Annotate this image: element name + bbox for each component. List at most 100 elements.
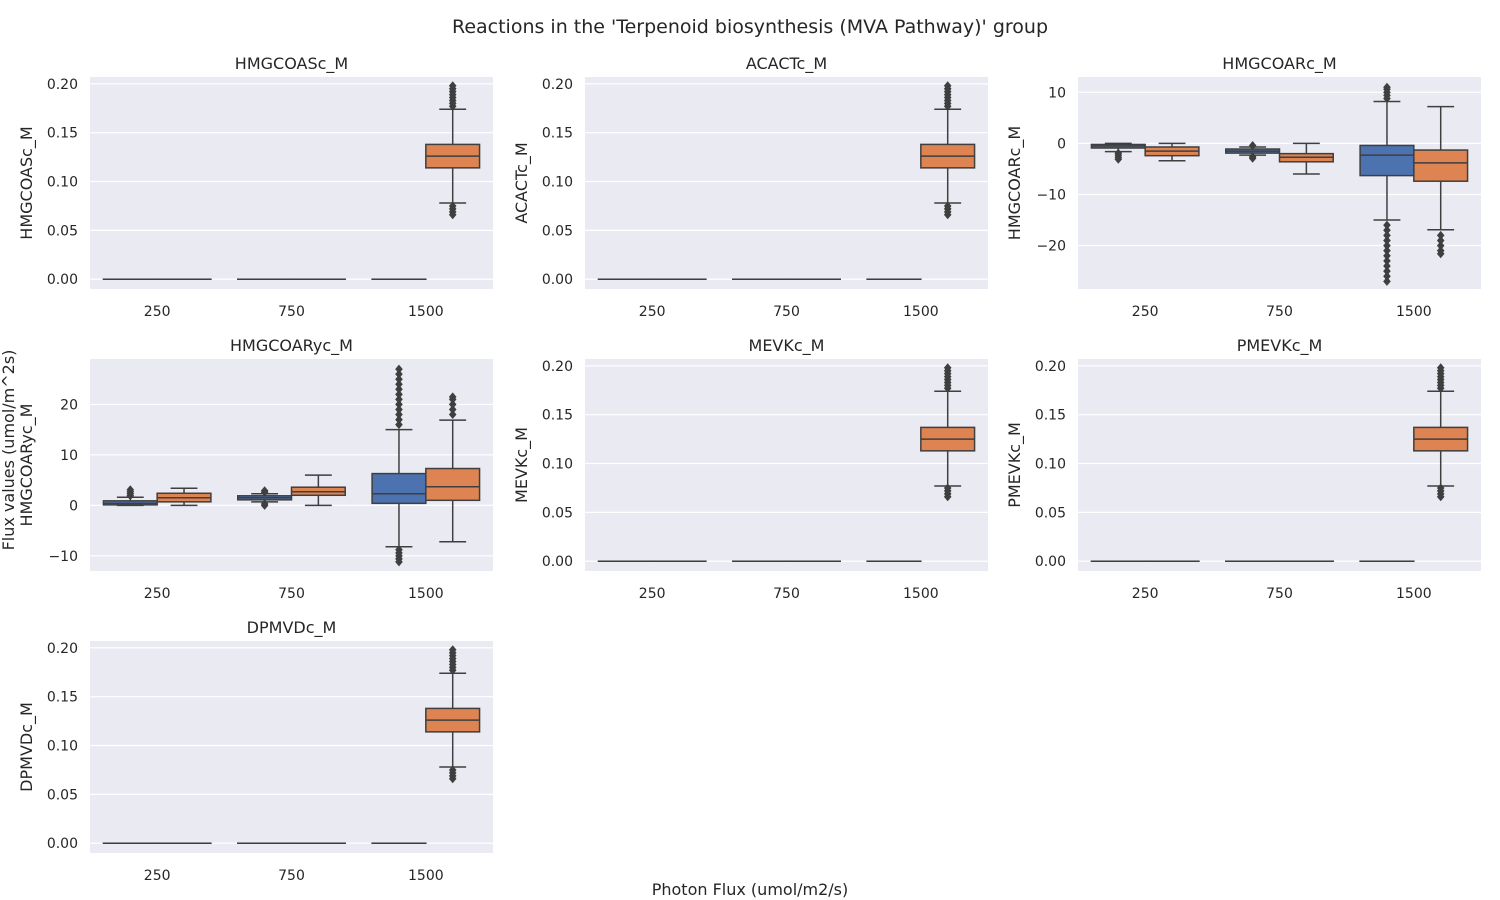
subplot-ylabel: HMGCOARyc_M xyxy=(17,404,37,527)
outlier-point xyxy=(1436,230,1445,240)
subplot-title: ACACTc_M xyxy=(746,54,827,74)
outlier-point xyxy=(943,363,952,373)
y-tick-label: −10 xyxy=(48,549,78,565)
box-750-series-1 xyxy=(290,474,346,507)
y-tick-label: 0.20 xyxy=(47,77,78,93)
x-tick-label: 1500 xyxy=(1396,304,1432,320)
outlier-point xyxy=(1436,241,1445,251)
plot-area xyxy=(90,359,493,571)
subplot-ylabel: HMGCOARc_M xyxy=(1005,126,1025,240)
y-tick-label: 0.00 xyxy=(47,836,78,852)
subplot-ylabel: PMEVKc_M xyxy=(1005,422,1025,508)
y-tick-label: −20 xyxy=(1036,239,1066,255)
box-iqr xyxy=(1413,149,1469,182)
y-tick-label: 0.15 xyxy=(542,408,573,424)
outlier-point xyxy=(395,399,403,409)
box-iqr xyxy=(425,467,481,502)
y-tick-label: 0.10 xyxy=(542,175,573,191)
y-tick-label: 0 xyxy=(1057,136,1066,152)
subplot-dpmvdc-m: 0.00 0.05 0.10 0.15 0.20 250 750 1500 DPMVDc_M DP… xyxy=(17,618,493,884)
y-tick-label: 0.05 xyxy=(47,223,78,239)
subplot-mevkc-m: 0.00 0.05 0.10 0.15 0.20 250 750 1500 MEVKc_M MEV… xyxy=(512,336,988,602)
subplot-title: HMGCOARc_M xyxy=(1222,54,1336,74)
plot-area xyxy=(90,641,493,853)
outlier-point xyxy=(395,410,403,420)
y-tick-label: 0.10 xyxy=(47,175,78,191)
figure-title: Reactions in the 'Terpenoid biosynthesis… xyxy=(452,16,1048,38)
x-tick-label: 1500 xyxy=(408,586,444,602)
outlier-point xyxy=(260,486,269,496)
outlier-point xyxy=(448,765,457,775)
outlier-point xyxy=(1436,235,1445,245)
y-tick-label: 0.00 xyxy=(1035,554,1066,570)
subplot-title: HMGCOARyc_M xyxy=(230,336,353,356)
y-tick-label: 0.20 xyxy=(542,359,573,375)
outlier-point xyxy=(1436,363,1445,373)
subplot-title: PMEVKc_M xyxy=(1237,336,1323,356)
outlier-point xyxy=(943,483,952,493)
outlier-point xyxy=(1383,271,1391,281)
outlier-point xyxy=(448,399,457,409)
outlier-point xyxy=(1383,235,1391,245)
x-tick-label: 250 xyxy=(144,586,171,602)
box-1500-series-1 xyxy=(425,81,481,220)
outlier-point xyxy=(395,420,403,430)
y-tick-label: 0.20 xyxy=(542,77,573,93)
outlier-point xyxy=(260,500,269,510)
box-750-series-1 xyxy=(1278,142,1334,175)
x-tick-label: 750 xyxy=(773,304,800,320)
plot-area xyxy=(1078,359,1481,571)
outlier-point xyxy=(1383,246,1391,256)
y-tick-label: 0.10 xyxy=(1035,457,1066,473)
outlier-point xyxy=(448,81,457,91)
outlier-point xyxy=(448,404,457,414)
y-tick-label: 0.05 xyxy=(47,787,78,803)
outlier-point xyxy=(395,557,403,567)
outlier-point xyxy=(395,384,403,394)
outlier-point xyxy=(1383,230,1391,240)
outlier-point xyxy=(395,394,403,404)
box-250-series-1 xyxy=(156,487,212,507)
x-tick-label: 750 xyxy=(1266,586,1293,602)
box-250-series-1 xyxy=(1144,142,1200,162)
y-tick-label: 0.00 xyxy=(542,554,573,570)
outlier-point xyxy=(1383,241,1391,251)
outlier-point xyxy=(1248,153,1257,163)
y-tick-label: 10 xyxy=(60,448,78,464)
y-tick-label: 0.15 xyxy=(47,690,78,706)
x-tick-label: 1500 xyxy=(903,586,939,602)
subplot-ylabel: DPMVDc_M xyxy=(17,702,37,792)
outlier-point xyxy=(1436,483,1445,493)
subplot-ylabel: MEVKc_M xyxy=(512,427,532,503)
outlier-point xyxy=(1383,251,1391,261)
subplot-ylabel: ACACTc_M xyxy=(512,142,532,223)
outlier-point xyxy=(395,389,403,399)
outlier-point xyxy=(1383,276,1391,286)
x-tick-label: 250 xyxy=(1132,586,1159,602)
x-tick-label: 750 xyxy=(278,304,305,320)
figure-xlabel: Photon Flux (umol/m2/s) xyxy=(652,880,849,899)
y-tick-label: 0.05 xyxy=(1035,505,1066,521)
outlier-point xyxy=(395,415,403,425)
subplot-ylabel: HMGCOASc_M xyxy=(17,126,37,239)
outlier-point xyxy=(1248,140,1257,150)
y-tick-label: 0.05 xyxy=(542,505,573,521)
x-tick-label: 250 xyxy=(144,868,171,884)
subplot-hmgcoasc-m: 0.00 0.05 0.10 0.15 0.20 250 750 1500 HMGCOASc_M… xyxy=(17,54,493,320)
box-iqr xyxy=(1359,144,1415,177)
box-1500-series-0 xyxy=(371,364,427,567)
x-tick-label: 250 xyxy=(639,586,666,602)
outlier-point xyxy=(1383,225,1391,235)
outlier-point xyxy=(395,364,403,374)
y-tick-label: 0.20 xyxy=(47,641,78,657)
outlier-point xyxy=(448,410,457,420)
outlier-point xyxy=(1383,266,1391,276)
outlier-point xyxy=(448,392,457,402)
y-tick-label: 20 xyxy=(60,397,78,413)
plot-area xyxy=(585,77,988,289)
y-tick-label: 10 xyxy=(1048,85,1066,101)
box-1500-series-1 xyxy=(920,81,976,220)
y-tick-label: 0.00 xyxy=(47,272,78,288)
box-1500-series-1 xyxy=(920,363,976,502)
